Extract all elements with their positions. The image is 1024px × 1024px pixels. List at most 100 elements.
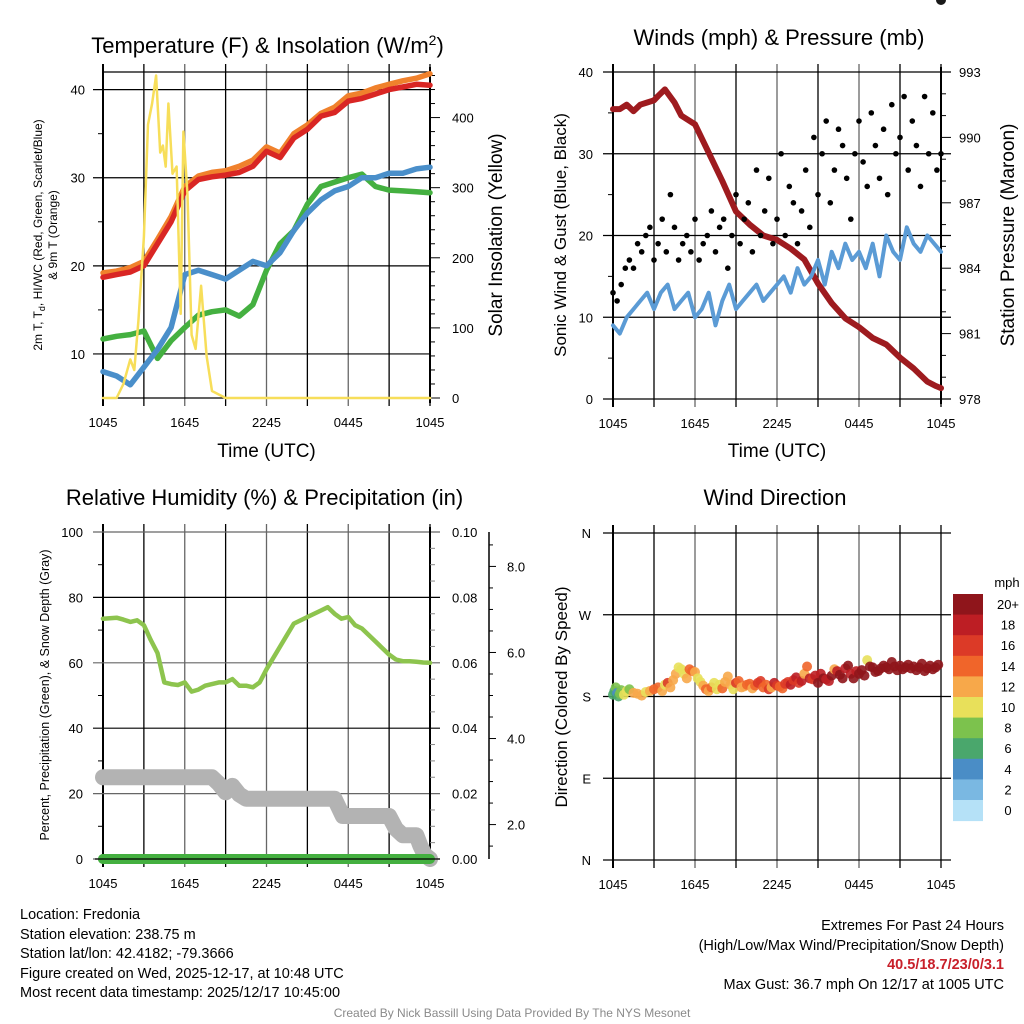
- y-tick-label: 10: [579, 310, 593, 325]
- gust-point: [716, 224, 723, 231]
- gust-point: [856, 118, 862, 124]
- colorbar-swatch: [953, 655, 983, 677]
- series-solar-insolation: [101, 74, 432, 400]
- gust-point: [679, 240, 686, 247]
- gust-point: [827, 200, 834, 206]
- y2-tick-label: 0.06: [452, 656, 477, 671]
- gust-point: [700, 240, 706, 247]
- gust-point: [807, 224, 813, 231]
- x-tick-label: 0445: [334, 415, 363, 430]
- y2-tick-label: 200: [452, 251, 474, 266]
- station-info: Location: Fredonia Station elevation: 23…: [20, 906, 344, 1004]
- series-sonic-wind: [611, 225, 943, 336]
- latlon-text: Station lat/lon: 42.4182; -79.3666: [20, 946, 234, 962]
- gust-point: [880, 126, 887, 133]
- gust-point: [930, 110, 936, 116]
- y-tick-label: N: [582, 853, 591, 868]
- gust-point: [757, 232, 764, 239]
- gust-point: [737, 240, 743, 247]
- direction-point: [933, 659, 944, 670]
- gust-point: [819, 150, 825, 157]
- gust-point: [938, 150, 944, 157]
- elevation-text: Station elevation: 238.75 m: [20, 926, 196, 943]
- colorbar-label: 12: [1001, 679, 1015, 694]
- gust-point: [688, 249, 694, 255]
- x-tick-label: 1645: [681, 877, 710, 892]
- gust-point: [868, 110, 875, 116]
- gust-point: [630, 265, 637, 272]
- x-tick-label: 1045: [89, 415, 118, 430]
- chart-title: Winds (mph) & Pressure (mb): [634, 25, 925, 50]
- gust-point: [725, 265, 731, 272]
- series-2m-t: [100, 81, 433, 281]
- y-tick-label: 0: [76, 852, 83, 867]
- y2-tick-label: 0.04: [452, 721, 477, 736]
- x-tick-label: 2245: [252, 876, 281, 891]
- gust-point: [626, 257, 633, 263]
- x-tick-label: 0445: [845, 416, 874, 431]
- gust-point: [708, 208, 715, 214]
- y2-tick-label: 400: [452, 111, 474, 126]
- x-tick-label: 1645: [170, 415, 199, 430]
- y-axis-label: Percent, Precipitation (Green), & Snow D…: [38, 549, 52, 840]
- gust-point: [794, 240, 801, 247]
- gust-point: [770, 240, 776, 247]
- max-gust-text: Max Gust: 36.7 mph On 12/17 at 1005 UTC: [723, 976, 1004, 993]
- colorbar-label: 6: [1004, 741, 1011, 756]
- gust-point: [651, 257, 657, 263]
- gust-point: [860, 159, 866, 165]
- gust-point: [663, 249, 670, 255]
- series-hi-wc: [100, 164, 433, 388]
- extremes-values: 40.5/18.7/23/0/3.1: [887, 957, 1004, 973]
- y-tick-label: 40: [71, 83, 85, 98]
- colorbar-label: 2: [1004, 782, 1011, 797]
- y3-tick-label: 6.0: [507, 645, 525, 660]
- extremes-title: Extremes For Past 24 Hours: [821, 918, 1004, 934]
- gust-point: [811, 134, 817, 141]
- chart-title: Wind Direction: [703, 485, 846, 510]
- y-tick-label: 30: [579, 147, 593, 162]
- wind-direction-chart: 1045 1645 2245 0445 1045 N E S W N Wind Direction D…: [552, 0, 1020, 892]
- series-relative-humidity: [100, 604, 433, 694]
- y2-tick-label: 984: [959, 261, 981, 276]
- x-tick-label: 2245: [252, 415, 281, 430]
- y-tick-label: 60: [69, 656, 83, 671]
- gust-point: [815, 191, 821, 198]
- x-tick-label: 1645: [170, 876, 199, 891]
- direction-point: [722, 671, 733, 682]
- gust-point: [720, 216, 727, 222]
- gust-point: [647, 224, 653, 231]
- y-axis-label: Sonic Wind & Gust (Blue, Black): [551, 113, 570, 357]
- y-axis-label-line2: & 9m T (Orange): [46, 190, 60, 280]
- y-tick-label: 30: [71, 171, 85, 186]
- y-tick-label: E: [582, 771, 591, 786]
- x-tick-label: 1645: [681, 416, 710, 431]
- gust-point: [675, 257, 682, 263]
- x-tick-label: 1045: [927, 416, 956, 431]
- credit-text: Created By Nick Bassill Using Data Provi…: [333, 1006, 691, 1020]
- series-station-pressure: [610, 86, 944, 392]
- colorbar-swatch: [953, 614, 983, 636]
- series-dew-point: [100, 171, 433, 362]
- colorbar-swatch: [953, 738, 983, 760]
- direction-point: [681, 673, 692, 684]
- gust-point: [848, 216, 854, 222]
- colorbar-swatch: [953, 697, 983, 719]
- x-tick-label: 1045: [927, 877, 956, 892]
- gust-point: [659, 216, 665, 222]
- y2-axis-label: Station Pressure (Maroon): [998, 124, 1019, 347]
- y2-tick-label: 978: [959, 392, 981, 407]
- gust-point: [618, 281, 624, 288]
- extremes-info: Extremes For Past 24 Hours (High/Low/Max…: [699, 917, 1004, 995]
- colorbar-swatch: [953, 676, 983, 698]
- y2-tick-label: 300: [452, 181, 474, 196]
- gust-point: [831, 167, 838, 173]
- gust-point: [778, 150, 784, 157]
- y2-tick-label: 0.00: [452, 852, 477, 867]
- gust-point: [786, 183, 793, 190]
- y2-tick-label: 990: [959, 130, 981, 145]
- y2-tick-label: 0.10: [452, 525, 477, 540]
- gust-point: [749, 249, 756, 255]
- gust-point: [643, 232, 649, 239]
- y-tick-label: S: [582, 690, 591, 705]
